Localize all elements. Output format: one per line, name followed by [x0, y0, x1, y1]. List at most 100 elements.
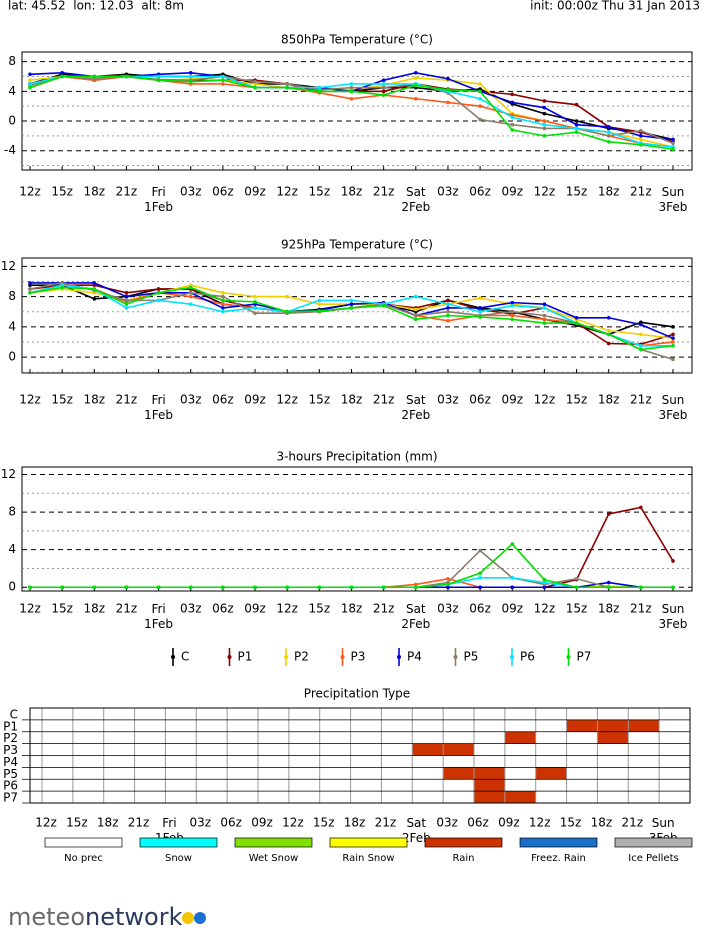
- x-tick-label: 15z: [313, 816, 335, 830]
- point: [28, 72, 32, 77]
- legend-label: C: [181, 650, 189, 664]
- point: [671, 357, 675, 362]
- legend-label: P5: [464, 650, 479, 664]
- point: [574, 102, 579, 107]
- x-tick-label: 03z: [437, 602, 459, 616]
- point: [28, 585, 32, 590]
- point: [414, 76, 418, 80]
- point: [542, 99, 547, 103]
- point: [92, 281, 97, 285]
- label-line: Sun: [662, 393, 685, 407]
- point: [671, 325, 675, 329]
- point: [92, 74, 97, 79]
- x-tick-label: 06z: [467, 816, 489, 830]
- x-tick-label: 12z: [276, 393, 298, 407]
- y-tick-label: 0: [8, 580, 16, 594]
- point: [253, 300, 257, 304]
- label-line: 2Feb: [401, 617, 430, 631]
- point: [510, 542, 515, 546]
- point: [221, 302, 225, 306]
- point: [671, 141, 675, 146]
- x-tick-label: 09z: [501, 602, 523, 616]
- point: [671, 585, 675, 590]
- row-label: P1: [3, 719, 18, 733]
- point: [28, 281, 32, 285]
- point: [510, 122, 515, 127]
- legend-marker: [510, 655, 514, 659]
- series-line: [30, 506, 674, 589]
- x-tick-label: 12z: [534, 185, 556, 199]
- legend-label: P6: [520, 650, 535, 664]
- point: [606, 341, 611, 346]
- x-tick-label: 21z: [630, 393, 652, 407]
- label-line: 3Feb: [659, 617, 688, 631]
- point: [542, 577, 547, 582]
- point: [671, 340, 675, 344]
- legend-swatch: [234, 837, 313, 848]
- plot-frame: [21, 51, 693, 171]
- point: [253, 306, 257, 310]
- x-tick-label: 09z: [244, 393, 266, 407]
- point: [253, 585, 257, 590]
- point: [156, 291, 161, 295]
- precip-cell: [504, 791, 536, 803]
- legend-marker: [227, 655, 232, 659]
- x-tick-label: 12z: [276, 602, 298, 616]
- x-tick-label: 06z: [212, 185, 234, 199]
- point: [542, 134, 547, 138]
- point: [478, 576, 482, 580]
- precip-cell: [504, 731, 536, 744]
- legend-label: Rain: [453, 853, 475, 864]
- point: [92, 585, 97, 590]
- point: [639, 585, 643, 590]
- x-tick-label: Sun 3Feb: [659, 393, 688, 422]
- point: [381, 85, 386, 90]
- x-tick-label: 15z: [566, 602, 588, 616]
- point: [124, 291, 129, 295]
- point: [574, 321, 579, 325]
- point: [510, 303, 515, 308]
- precip-cell: [566, 719, 598, 732]
- logo-part: network: [85, 903, 183, 931]
- point: [606, 585, 611, 590]
- point: [124, 306, 129, 310]
- point: [446, 306, 450, 310]
- x-tick-label: 18z: [344, 816, 366, 830]
- precip-cell: [535, 767, 567, 780]
- point: [349, 82, 354, 86]
- point: [414, 83, 418, 88]
- logo-dot: [194, 912, 206, 924]
- precip-cell: [597, 731, 629, 744]
- point: [639, 128, 643, 133]
- legend-marker: [453, 655, 458, 659]
- legend-marker: [340, 655, 345, 659]
- label-line: Fri: [162, 816, 176, 830]
- point: [317, 89, 322, 94]
- legend-label: P3: [351, 650, 366, 664]
- precip-cell: [597, 719, 629, 732]
- row-label: P4: [3, 755, 18, 769]
- point: [253, 85, 257, 90]
- x-tick-label: 18z: [341, 602, 363, 616]
- row-label: P3: [3, 743, 18, 757]
- y-tick-label: 4: [8, 542, 16, 556]
- legend-label: P2: [294, 650, 309, 664]
- x-tick-label: 03z: [437, 185, 459, 199]
- point: [478, 306, 482, 310]
- chart-title: 925hPa Temperature (°C): [281, 238, 433, 252]
- row-label: P7: [3, 791, 18, 805]
- point: [542, 317, 547, 322]
- legend-label: P4: [407, 650, 422, 664]
- point: [510, 128, 515, 132]
- x-tick-label: 03z: [180, 185, 202, 199]
- x-tick-label: 21z: [630, 185, 652, 199]
- plot-frame: [21, 257, 693, 374]
- x-tick-label: 15z: [309, 602, 331, 616]
- x-tick-label: 09z: [244, 185, 266, 199]
- point: [188, 294, 193, 299]
- x-tick-label: 12z: [534, 602, 556, 616]
- legend-label: Freez. Rain: [531, 853, 586, 864]
- precip-cell: [628, 719, 660, 732]
- x-tick-label: Sat 2Feb: [401, 185, 430, 214]
